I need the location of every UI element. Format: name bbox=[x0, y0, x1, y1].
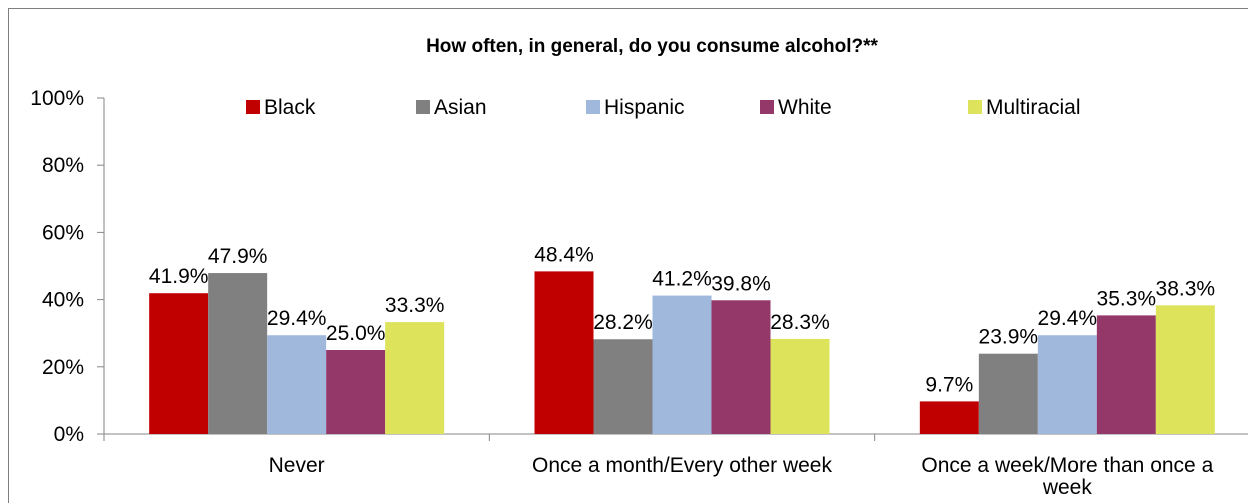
bar-hispanic bbox=[652, 295, 712, 434]
legend-swatch-asian bbox=[416, 100, 430, 114]
data-label: 48.4% bbox=[534, 243, 594, 266]
data-label: 41.9% bbox=[149, 265, 209, 288]
data-label: 25.0% bbox=[326, 322, 386, 345]
bar-white bbox=[326, 350, 386, 434]
bar-asian bbox=[978, 353, 1038, 434]
data-label: 41.2% bbox=[652, 268, 712, 291]
data-label: 29.4% bbox=[267, 307, 327, 330]
legend-label-hispanic: Hispanic bbox=[604, 96, 685, 119]
data-label: 9.7% bbox=[925, 373, 973, 396]
data-label: 28.3% bbox=[770, 311, 830, 334]
y-tick-label: 40% bbox=[42, 289, 84, 312]
legend-swatch-white bbox=[760, 100, 774, 114]
bar-multiracial bbox=[770, 338, 830, 434]
data-label: 47.9% bbox=[208, 245, 268, 268]
y-tick-label: 100% bbox=[30, 87, 84, 110]
legend-swatch-black bbox=[246, 100, 260, 114]
x-category-label: Once a week/More than once a bbox=[921, 454, 1213, 477]
legend-label-black: Black bbox=[264, 96, 316, 119]
bar-white bbox=[711, 300, 771, 434]
bar-white bbox=[1096, 315, 1156, 434]
y-tick-label: 20% bbox=[42, 356, 84, 379]
bar-black bbox=[919, 401, 979, 434]
legend-label-asian: Asian bbox=[434, 96, 487, 119]
legend-swatch-hispanic bbox=[586, 100, 600, 114]
bar-hispanic bbox=[267, 335, 327, 434]
bar-black bbox=[149, 293, 209, 434]
data-label: 39.8% bbox=[711, 272, 771, 295]
data-label: 38.3% bbox=[1156, 277, 1216, 300]
chart-frame bbox=[8, 8, 1248, 503]
data-label: 28.2% bbox=[593, 311, 653, 334]
bar-asian bbox=[593, 339, 653, 434]
data-label: 29.4% bbox=[1038, 307, 1098, 330]
y-tick-label: 60% bbox=[42, 221, 84, 244]
y-tick-label: 0% bbox=[54, 423, 84, 446]
data-label: 23.9% bbox=[979, 326, 1039, 349]
x-category-label: week bbox=[1042, 476, 1093, 499]
legend-label-multiracial: Multiracial bbox=[986, 96, 1081, 119]
x-category-label: Once a month/Every other week bbox=[532, 454, 832, 477]
bar-multiracial bbox=[1155, 305, 1215, 434]
bar-multiracial bbox=[385, 322, 445, 434]
chart-title: How often, in general, do you consume al… bbox=[426, 36, 878, 57]
bar-hispanic bbox=[1037, 335, 1097, 434]
data-label: 33.3% bbox=[385, 294, 445, 317]
bar-black bbox=[534, 271, 594, 434]
x-category-label: Never bbox=[269, 454, 325, 477]
legend-label-white: White bbox=[778, 96, 832, 119]
data-label: 35.3% bbox=[1097, 287, 1157, 310]
legend-swatch-multiracial bbox=[968, 100, 982, 114]
bar-asian bbox=[208, 273, 268, 434]
y-tick-label: 80% bbox=[42, 154, 84, 177]
